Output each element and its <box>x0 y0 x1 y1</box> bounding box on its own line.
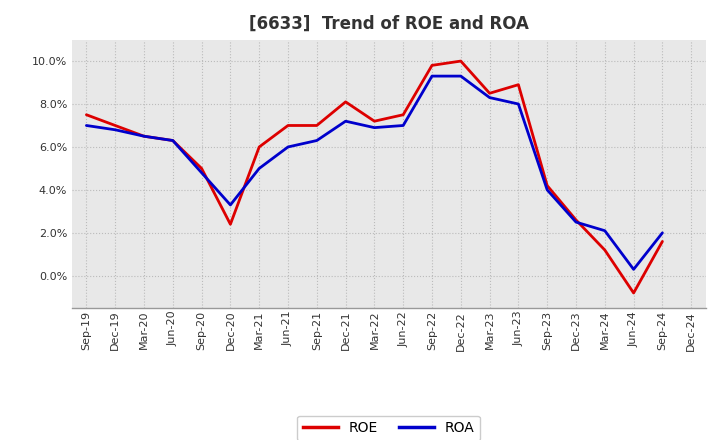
ROA <box>543 187 552 193</box>
ROA <box>572 220 580 225</box>
ROE <box>370 118 379 124</box>
Title: [6633]  Trend of ROE and ROA: [6633] Trend of ROE and ROA <box>249 15 528 33</box>
ROE <box>658 239 667 244</box>
ROA <box>111 127 120 132</box>
ROE <box>111 123 120 128</box>
ROE <box>226 222 235 227</box>
ROE <box>341 99 350 105</box>
Line: ROA: ROA <box>86 76 662 269</box>
ROA <box>312 138 321 143</box>
ROA <box>629 267 638 272</box>
ROA <box>428 73 436 79</box>
ROE <box>572 217 580 223</box>
ROE <box>399 112 408 117</box>
ROE <box>168 138 177 143</box>
ROA <box>140 134 148 139</box>
ROE <box>284 123 292 128</box>
Legend: ROE, ROA: ROE, ROA <box>297 415 480 440</box>
ROE <box>514 82 523 87</box>
ROA <box>399 123 408 128</box>
ROA <box>370 125 379 130</box>
ROE <box>255 144 264 150</box>
ROE <box>629 290 638 296</box>
ROE <box>140 134 148 139</box>
ROE <box>82 112 91 117</box>
ROA <box>600 228 609 233</box>
ROA <box>197 170 206 176</box>
ROA <box>255 166 264 171</box>
ROE <box>312 123 321 128</box>
ROA <box>485 95 494 100</box>
ROA <box>168 138 177 143</box>
ROE <box>197 166 206 171</box>
ROE <box>543 183 552 188</box>
ROE <box>600 247 609 253</box>
ROA <box>82 123 91 128</box>
ROE <box>456 59 465 64</box>
Line: ROE: ROE <box>86 61 662 293</box>
ROA <box>341 118 350 124</box>
ROA <box>284 144 292 150</box>
ROA <box>658 230 667 235</box>
ROA <box>226 202 235 208</box>
ROE <box>485 91 494 96</box>
ROE <box>428 63 436 68</box>
ROA <box>514 101 523 106</box>
ROA <box>456 73 465 79</box>
